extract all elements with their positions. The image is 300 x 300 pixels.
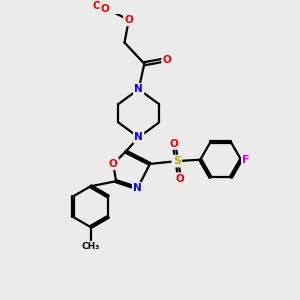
- Text: F: F: [242, 155, 250, 165]
- Text: N: N: [134, 84, 143, 94]
- Text: O: O: [100, 4, 109, 14]
- Text: CH₃: CH₃: [81, 242, 100, 251]
- Text: O: O: [163, 55, 171, 64]
- Text: N: N: [134, 132, 143, 142]
- Text: O: O: [92, 1, 101, 11]
- Text: S: S: [173, 156, 181, 166]
- Text: O: O: [124, 15, 133, 25]
- Text: O: O: [109, 159, 118, 169]
- Text: N: N: [133, 183, 142, 193]
- Text: O: O: [169, 139, 178, 148]
- Text: O: O: [175, 174, 184, 184]
